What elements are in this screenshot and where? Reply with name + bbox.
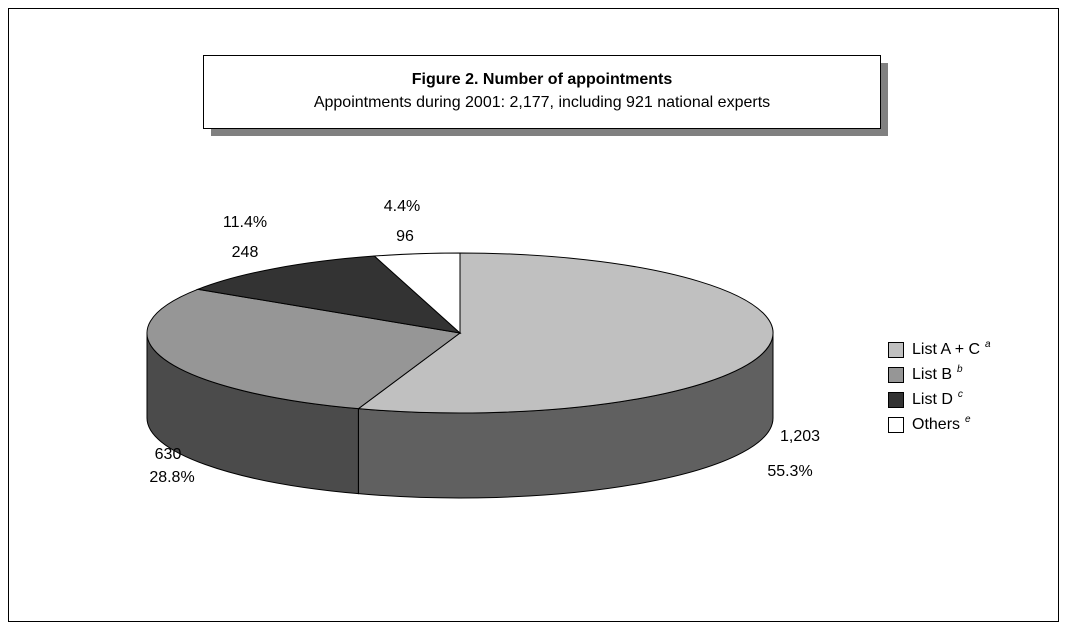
- value-label: 248: [232, 244, 259, 261]
- labels: 1,203 55.3% 630 28.8% 248 11.4% 96 4.4%: [149, 198, 820, 486]
- legend-name: List A + C: [912, 341, 980, 358]
- percent-label: 55.3%: [767, 463, 812, 480]
- chart-subtitle: Appointments during 2001: 2,177, includi…: [314, 94, 770, 111]
- percent-label: 4.4%: [384, 198, 420, 215]
- legend-swatch: [888, 342, 904, 358]
- legend-footnote: a: [985, 339, 991, 350]
- legend-name: List D: [912, 391, 953, 408]
- title-box: [203, 55, 881, 129]
- value-label: 630: [155, 446, 182, 463]
- percent-label: 28.8%: [149, 469, 194, 486]
- legend-swatch: [888, 417, 904, 433]
- slice: [357, 252, 774, 414]
- pie: [146, 252, 774, 499]
- legend-footnote: e: [965, 414, 971, 425]
- percent-label: 11.4%: [223, 214, 267, 231]
- legend: List A + C a List B b List D c Others e: [888, 339, 991, 434]
- slice: [195, 255, 462, 334]
- legend-swatch: [888, 367, 904, 383]
- slice: [146, 288, 462, 410]
- legend-name: Others: [912, 416, 960, 433]
- legend-label: List B b: [912, 364, 963, 384]
- slice: [373, 252, 461, 335]
- legend-name: List B: [912, 366, 952, 383]
- value-label: 96: [396, 228, 414, 245]
- legend-label: List A + C a: [912, 339, 991, 359]
- legend-footnote: c: [958, 389, 963, 400]
- legend-footnote: b: [957, 364, 963, 375]
- legend-label: List D c: [912, 389, 963, 409]
- legend-label: Others e: [912, 414, 971, 434]
- chart-title: Figure 2. Number of appointments: [412, 71, 673, 88]
- value-label: 1,203: [780, 428, 820, 445]
- legend-swatch: [888, 392, 904, 408]
